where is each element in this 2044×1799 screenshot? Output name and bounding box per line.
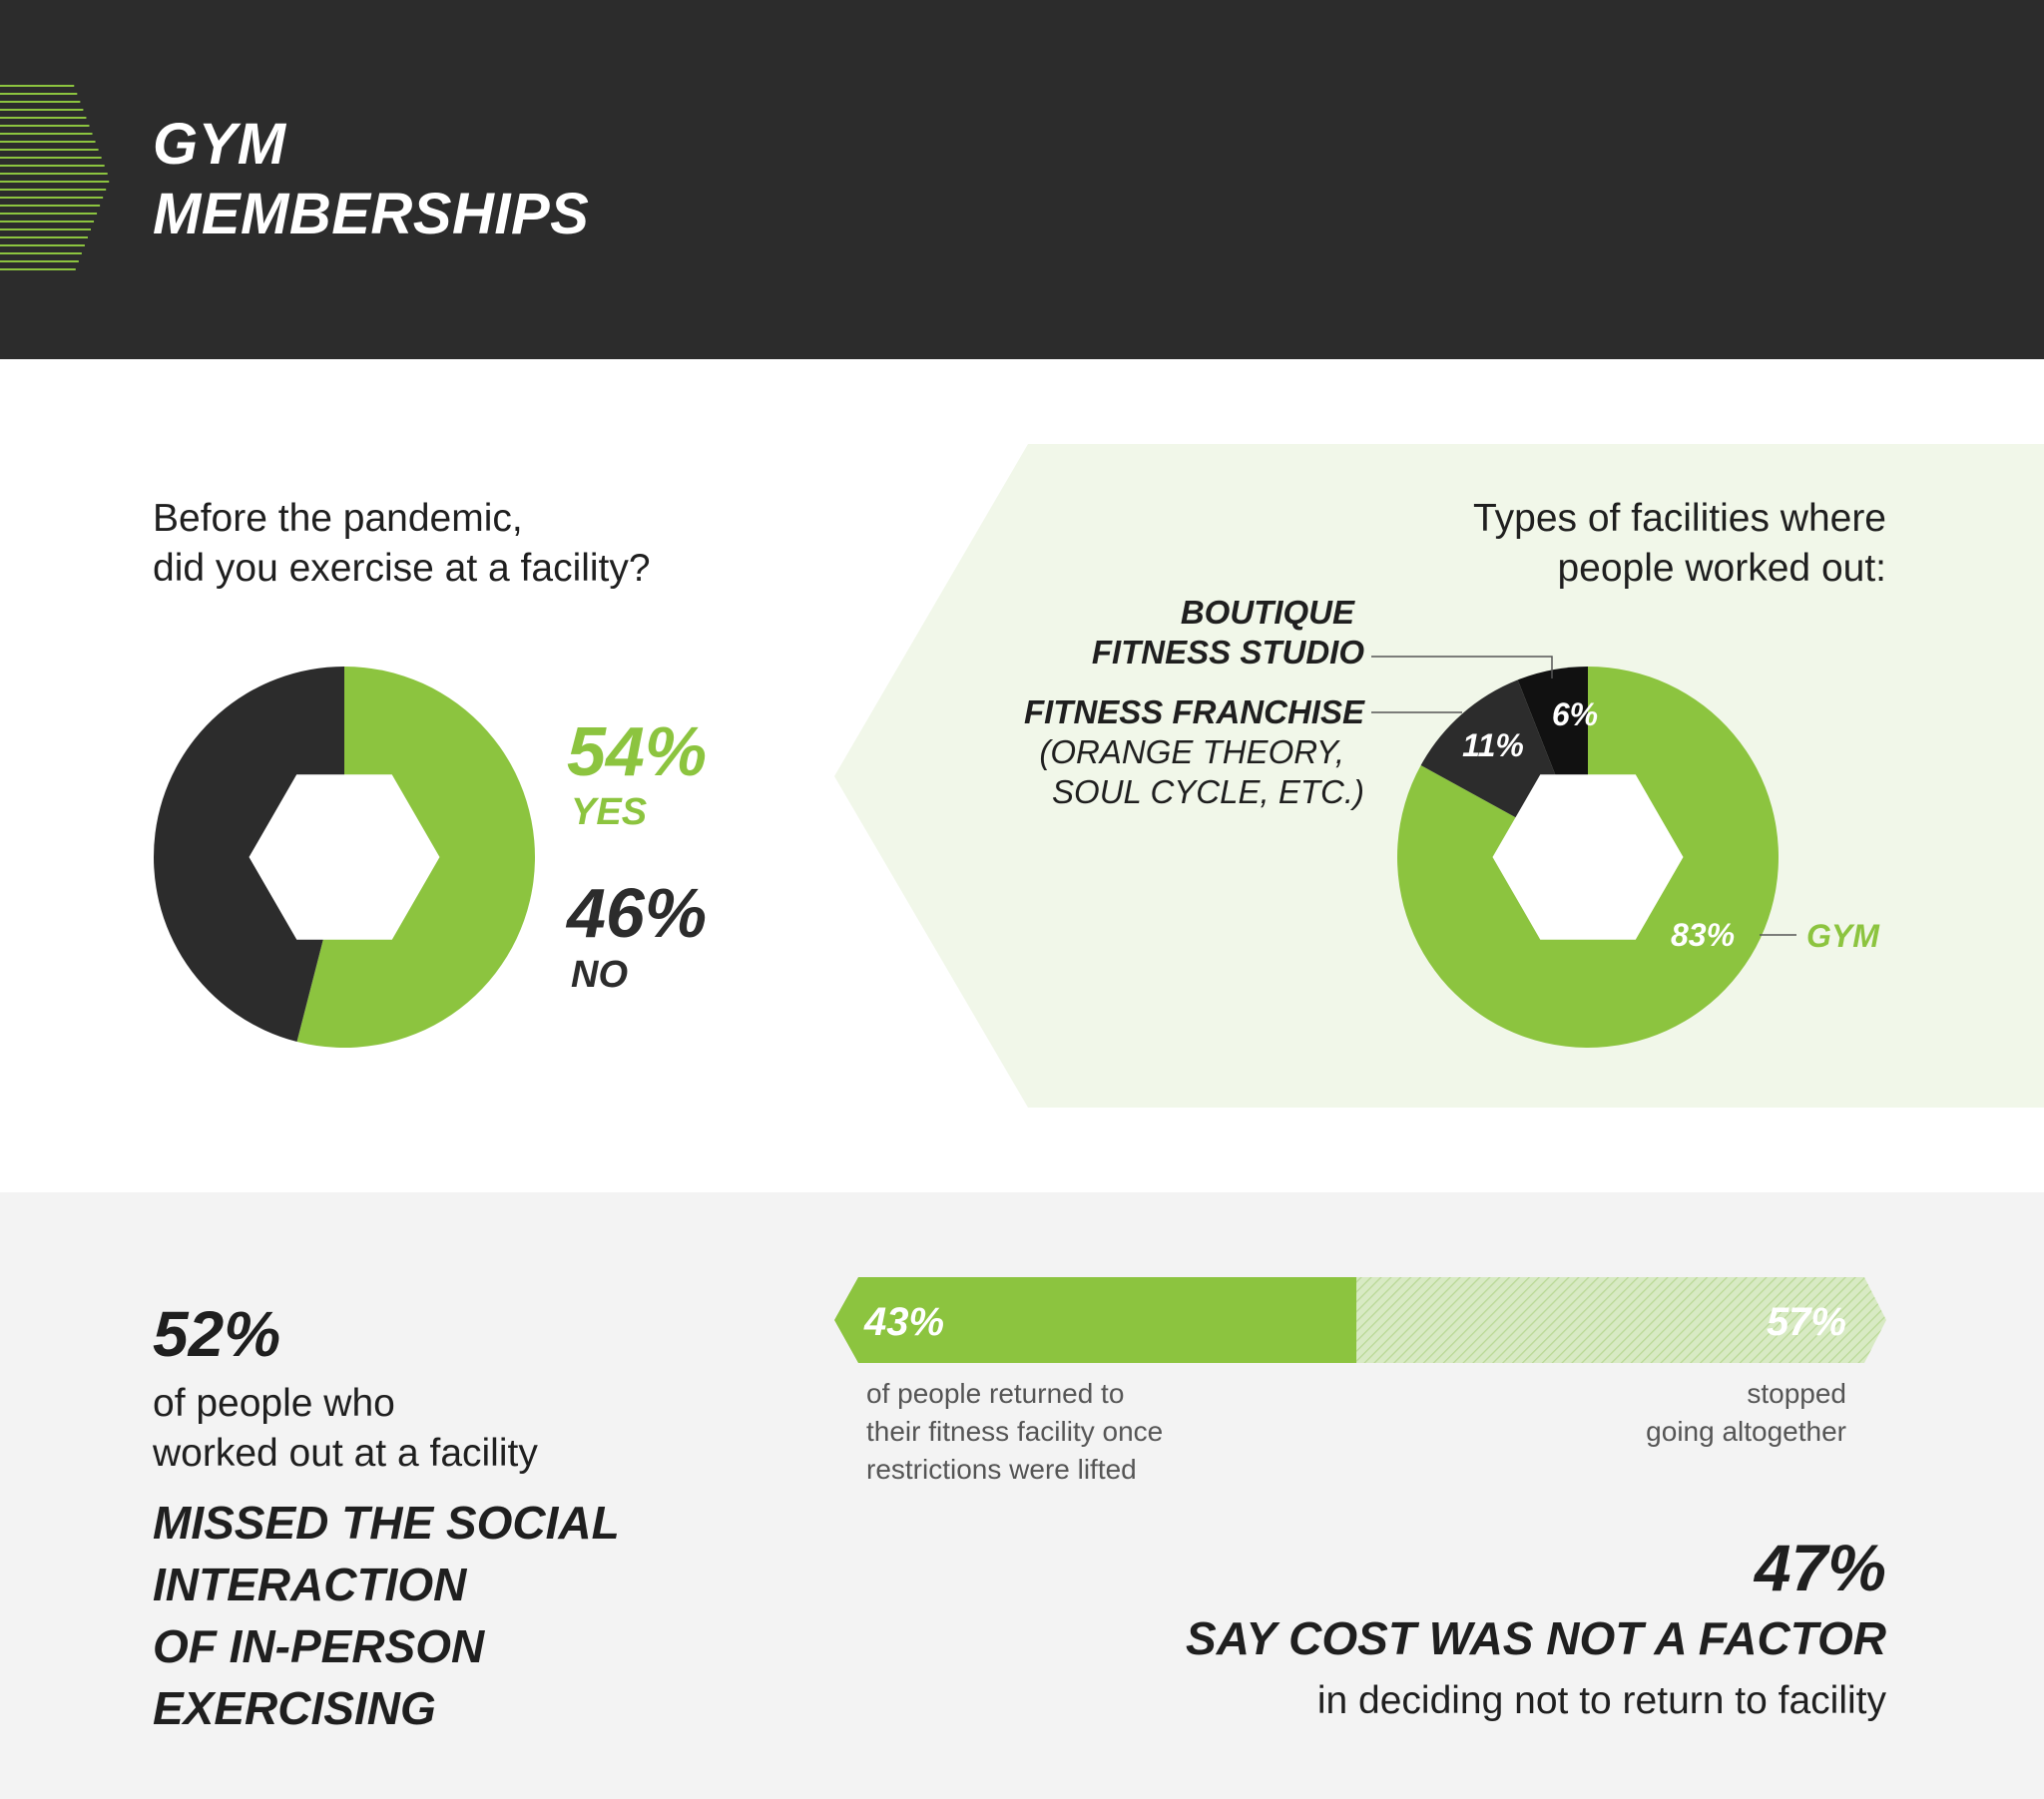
- returned-percent-label: 43%: [863, 1300, 944, 1344]
- franchise-percent-label: 11%: [1462, 727, 1524, 763]
- social-bold-line3: OF IN-PERSON: [153, 1620, 485, 1672]
- returned-bar-segment: [834, 1277, 1357, 1363]
- social-percent: 52%: [153, 1298, 281, 1370]
- yes-percent-label: 54%: [567, 712, 708, 790]
- returned-text-line3: restrictions were lifted: [866, 1454, 1137, 1485]
- chart2-question-line2: people worked out:: [1557, 547, 1886, 590]
- chart2-question-line1: Types of facilities where: [1472, 497, 1886, 540]
- boutique-percent-label: 6%: [1552, 696, 1598, 732]
- no-label: NO: [571, 954, 628, 996]
- franchise-label-line3: SOUL CYCLE, ETC.): [1052, 773, 1364, 810]
- chart1-question-line1: Before the pandemic,: [153, 497, 523, 540]
- cost-bold-text: SAY COST WAS NOT A FACTOR: [1186, 1612, 1886, 1664]
- franchise-label-line1: FITNESS FRANCHISE: [1023, 693, 1364, 730]
- social-text-line1: of people who: [153, 1382, 395, 1425]
- returned-text-line1: of people returned to: [866, 1378, 1125, 1409]
- boutique-label-line1: BOUTIQUE: [1180, 594, 1354, 631]
- boutique-label-line2: FITNESS STUDIO: [1091, 634, 1364, 671]
- stopped-bar-segment: [1356, 1277, 1886, 1363]
- donut-hexagon-hole: [249, 774, 440, 940]
- returned-text-line2: their fitness facility once: [866, 1416, 1164, 1447]
- no-slice: [153, 667, 344, 1042]
- stripe-arrow-icon: [0, 85, 110, 270]
- cost-text: in deciding not to return to facility: [1316, 1679, 1886, 1722]
- chart1-question-line2: did you exercise at a facility?: [153, 547, 651, 590]
- stopped-text-line2: going altogether: [1646, 1416, 1846, 1447]
- page-title-line1: GYM: [153, 112, 286, 177]
- social-text-line2: worked out at a facility: [153, 1432, 538, 1475]
- franchise-label-line2: (ORANGE THEORY,: [1039, 733, 1344, 770]
- header-banner: GYM MEMBERSHIPS: [0, 0, 2044, 359]
- yes-label: YES: [571, 791, 648, 833]
- social-bold-line4: EXERCISING: [153, 1682, 436, 1734]
- gym-percent-label: 83%: [1671, 917, 1735, 953]
- page-title-line2: MEMBERSHIPS: [153, 182, 590, 246]
- social-bold-line1: MISSED THE SOCIAL: [153, 1497, 620, 1549]
- social-bold-line2: INTERACTION: [153, 1559, 467, 1610]
- cost-percent: 47%: [1754, 1531, 1886, 1604]
- stopped-text-line1: stopped: [1747, 1378, 1846, 1409]
- stopped-percent-label: 57%: [1767, 1300, 1846, 1344]
- no-percent-label: 46%: [567, 874, 708, 952]
- donut-hexagon-hole: [1492, 774, 1684, 940]
- boutique-leader-line: [1371, 656, 1553, 678]
- gym-label: GYM: [1806, 918, 1879, 954]
